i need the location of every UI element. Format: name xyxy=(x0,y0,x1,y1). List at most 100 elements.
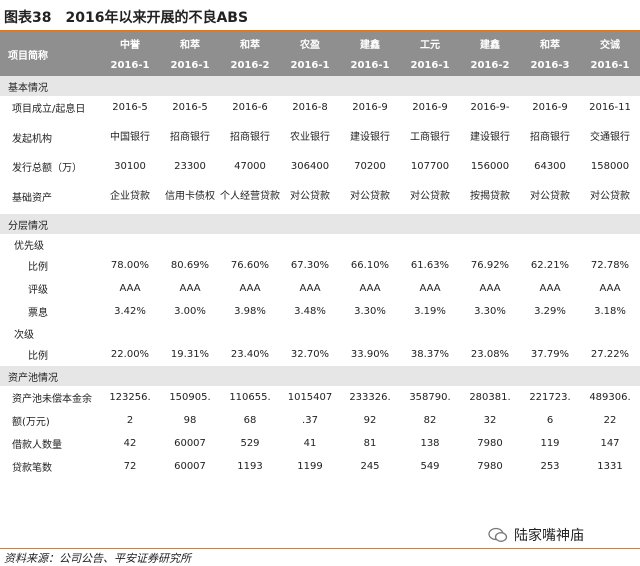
table-cell: 对公贷款 xyxy=(350,190,390,202)
watermark: 陆家嘴神庙 xyxy=(488,524,584,546)
table-cell: AAA xyxy=(419,283,441,294)
table-cell: 38.37% xyxy=(410,349,450,360)
table-cell: 64300 xyxy=(534,161,566,172)
table-cell: 70200 xyxy=(354,161,386,172)
row-label: 发行总额（万） xyxy=(12,163,82,174)
table-cell: 中国银行 xyxy=(110,131,150,143)
section-heading: 基本情况 xyxy=(0,76,640,96)
table-cell: 41 xyxy=(303,438,317,449)
table-cell: 农业银行 xyxy=(290,131,330,143)
table-cell: 119 xyxy=(540,438,560,449)
row-size: 发行总额（万） 30100 23300 47000 306400 70200 107700 1… xyxy=(0,155,640,178)
table-cell: 2016-9 xyxy=(532,102,568,113)
row-issuer: 发起机构 中国银行 招商银行 招商银行 农业银行 建设银行 工商银行 建设银行 招商银行 交通银行 xyxy=(0,119,640,155)
row-label: 评级 xyxy=(28,285,48,296)
table-cell: 47000 xyxy=(234,161,266,172)
table-cell: 信用卡债权 xyxy=(165,190,215,202)
row-header-label: 项目简称 xyxy=(0,32,100,76)
table-cell: AAA xyxy=(539,283,561,294)
table-cell: 549 xyxy=(420,461,440,472)
table-cell: AAA xyxy=(359,283,381,294)
row-label: 基础资产 xyxy=(12,192,52,204)
section-heading: 分层情况 xyxy=(0,214,640,234)
table-cell: 22 xyxy=(603,415,617,426)
header-row-bank: 项目简称 中誉 和萃 和萃 农盈 建鑫 工元 建鑫 和萃 交诚 xyxy=(0,32,640,76)
col-tranche: 2016-1 xyxy=(580,54,640,76)
table-cell: 72.78% xyxy=(590,260,630,271)
row-underlying: 基础资产 企业贷款 信用卡债权 个人经营贷款 对公贷款 对公贷款 对公贷款 按揭贷款 对公贷款对… xyxy=(0,178,640,214)
table-cell: 建设银行 xyxy=(350,131,390,143)
table-cell: 2016-6 xyxy=(232,102,268,113)
table-cell: 22.00% xyxy=(110,349,150,360)
table-cell: 158000 xyxy=(590,161,630,172)
row-label: 资产池未偿本金余 xyxy=(12,394,92,405)
table-cell: 2 xyxy=(126,415,134,426)
row-outstanding-cont: 额(万元) 2 98 68 .37 92 82 32 6 22 xyxy=(0,409,640,432)
wechat-icon xyxy=(488,527,508,542)
col-bank: 和萃 xyxy=(520,32,580,54)
table-cell: 33.90% xyxy=(350,349,390,360)
table-cell: 7980 xyxy=(477,438,503,449)
table-cell: 80.69% xyxy=(170,260,210,271)
col-bank: 农盈 xyxy=(280,32,340,54)
figure-title: 图表38 2016年以来开展的不良ABS xyxy=(4,6,248,28)
watermark-text: 陆家嘴神庙 xyxy=(514,528,584,544)
table-cell: 66.10% xyxy=(350,260,390,271)
table-cell: AAA xyxy=(239,283,261,294)
table-cell: 3.30% xyxy=(354,306,386,317)
table-cell: 企业贷款 xyxy=(110,190,150,202)
table-cell: 2016-8 xyxy=(292,102,328,113)
table-cell: 37.79% xyxy=(530,349,570,360)
table-cell: AAA xyxy=(599,283,621,294)
row-label: 借款人数量 xyxy=(12,440,62,451)
table-cell: 招商银行 xyxy=(170,131,210,143)
table-cell: 1331 xyxy=(597,461,623,472)
table-cell: 245 xyxy=(360,461,380,472)
section-pool: 资产池情况 xyxy=(0,366,640,386)
row-label: 项目成立/起息日 xyxy=(12,104,86,115)
row-label: 贷款笔数 xyxy=(12,463,52,474)
table-cell: 对公贷款 xyxy=(530,190,570,202)
table-cell: 76.92% xyxy=(470,260,510,271)
table-cell: 19.31% xyxy=(170,349,210,360)
table-cell: 1015407 xyxy=(287,392,333,403)
row-label: 比例 xyxy=(28,262,48,273)
table-cell: 82 xyxy=(423,415,437,426)
table-cell: 32 xyxy=(483,415,497,426)
row-senior-ratio: 比例 78.00% 80.69% 76.60% 67.30% 66.10% 61.63% 76… xyxy=(0,254,640,277)
table-cell: 2016-9- xyxy=(470,102,510,113)
table-cell: AAA xyxy=(179,283,201,294)
row-label: 票息 xyxy=(28,308,48,319)
table-cell: AAA xyxy=(479,283,501,294)
col-bank: 交诚 xyxy=(580,32,640,54)
subsection-heading: 优先级 xyxy=(14,240,44,252)
col-bank: 中誉 xyxy=(100,32,160,54)
col-tranche: 2016-1 xyxy=(340,54,400,76)
table-cell: 98 xyxy=(183,415,197,426)
row-borrowers: 借款人数量 42 60007 529 41 81 138 7980 119 147 xyxy=(0,432,640,455)
bottom-rule xyxy=(0,548,640,549)
row-junior-ratio: 比例 22.00% 19.31% 23.40% 32.70% 33.90% 38.37% 23… xyxy=(0,343,640,366)
table-cell: 72 xyxy=(123,461,137,472)
table-cell: 68 xyxy=(243,415,257,426)
col-bank: 和萃 xyxy=(160,32,220,54)
table-cell: 23300 xyxy=(174,161,206,172)
col-bank: 建鑫 xyxy=(460,32,520,54)
table-cell: 3.18% xyxy=(594,306,626,317)
table-cell: 3.48% xyxy=(294,306,326,317)
subsection-heading: 次级 xyxy=(14,329,34,341)
table-cell: 150905. xyxy=(169,392,211,403)
table-cell: 32.70% xyxy=(290,349,330,360)
table-cell: 1193 xyxy=(237,461,263,472)
table-cell: 招商银行 xyxy=(230,131,270,143)
table-cell: 招商银行 xyxy=(530,131,570,143)
row-coupon: 票息 3.42% 3.00% 3.98% 3.48% 3.30% 3.19% 3.30% 3.2… xyxy=(0,300,640,323)
table-cell: 67.30% xyxy=(290,260,330,271)
table-cell: 92 xyxy=(363,415,377,426)
table-cell: 3.30% xyxy=(474,306,506,317)
table-cell: 对公贷款 xyxy=(590,190,630,202)
table-cell: 76.60% xyxy=(230,260,270,271)
table-cell: 42 xyxy=(123,438,137,449)
source-note: 资料来源：公司公告、平安证券研究所 xyxy=(4,552,191,565)
table-cell: 3.00% xyxy=(174,306,206,317)
